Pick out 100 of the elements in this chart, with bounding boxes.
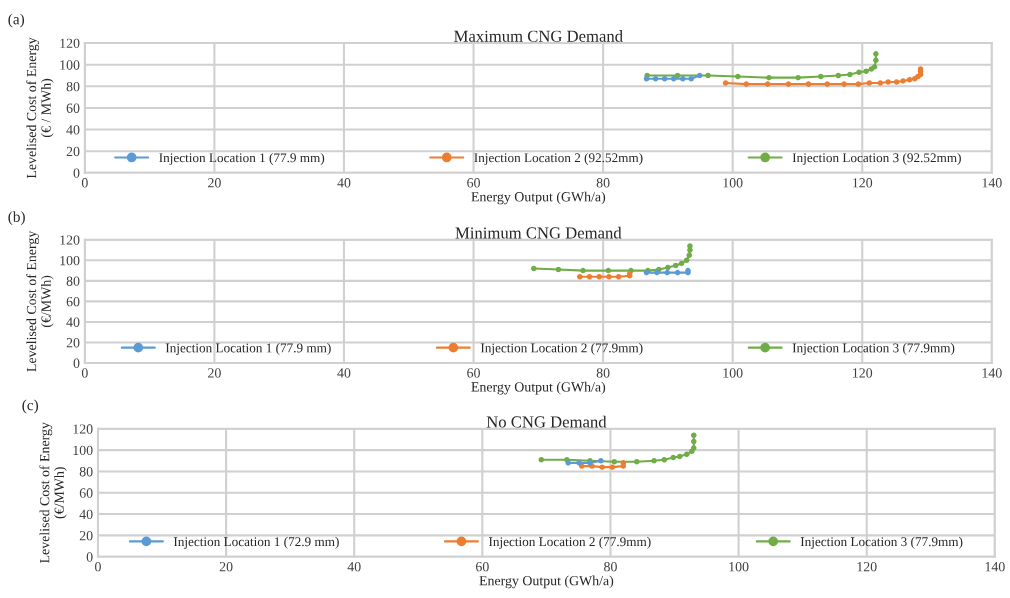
point [683, 257, 690, 264]
legend-label: Injection Location 2 (77.9mm) [480, 343, 643, 356]
point [795, 74, 801, 81]
y-tick-label: 120 [60, 38, 80, 49]
point [847, 71, 853, 78]
text: (c) [22, 399, 39, 414]
x-tick-label: 100 [723, 178, 743, 188]
point [664, 269, 671, 276]
point [855, 81, 862, 87]
x-axis-title: Energy Output (GWh/a) [479, 575, 614, 589]
x-tick-label: 100 [723, 368, 743, 378]
y-axis-title: Levelised Cost of Energy (€/MWh) [26, 230, 54, 372]
point [866, 80, 873, 86]
point [785, 81, 792, 87]
point [690, 432, 697, 438]
x-tick-label: 80 [604, 562, 617, 572]
y-axis-title: Levelised Cost of Energy (€ / MWh) [26, 37, 54, 179]
x-tick-label: 20 [208, 368, 221, 378]
point [611, 459, 618, 465]
y-tick-label: 80 [66, 276, 80, 286]
legend-label: Injection Location 1 (77.9 mm) [159, 152, 325, 165]
point [605, 267, 612, 274]
point [873, 57, 879, 64]
chart-title: Minimum CNG Demand [455, 226, 622, 239]
y-tick-label: 100 [60, 255, 80, 266]
x-tick-label: 20 [208, 178, 221, 188]
y-tick-label: 80 [66, 81, 80, 92]
x-axis-title: Energy Output (GWh/a) [471, 191, 606, 205]
legend-label: Injection Location 1 (77.9 mm) [165, 343, 331, 356]
point [835, 72, 842, 79]
point [580, 267, 586, 274]
point [877, 80, 884, 86]
point [586, 273, 593, 280]
y-tick-label: 0 [86, 552, 93, 562]
point [735, 73, 741, 80]
x-tick-label: 0 [95, 562, 101, 572]
point [687, 243, 693, 249]
point [766, 74, 772, 81]
point [665, 264, 671, 271]
point [670, 454, 677, 461]
y-axis-title: Levelised Cost of Energy (€/MWh) [39, 422, 67, 564]
chart-title: Maximum CNG Demand [454, 30, 623, 42]
y-tick-label: 40 [66, 317, 80, 327]
point [661, 456, 668, 463]
text: (a) [8, 13, 25, 28]
x-tick-label: 60 [467, 368, 480, 378]
x-tick-label: 140 [982, 368, 1002, 378]
x-tick-label: 60 [467, 178, 480, 188]
point [555, 266, 562, 273]
x-tick-label: 100 [729, 562, 749, 572]
point [633, 459, 640, 465]
point [696, 72, 703, 79]
point [606, 273, 612, 280]
y-tick-label: 120 [73, 424, 93, 434]
legend-label: Injection Location 3 (77.9mm) [800, 536, 963, 549]
point [885, 79, 891, 85]
y-tick-label: 120 [60, 235, 80, 245]
x-tick-label: 40 [337, 178, 351, 188]
point [900, 78, 906, 84]
point [893, 79, 900, 85]
point [686, 252, 693, 258]
point [565, 460, 571, 466]
legend-label: Injection Location 3 (77.9mm) [792, 343, 955, 356]
x-tick-label: 80 [596, 368, 610, 378]
point [609, 464, 616, 470]
point [688, 75, 694, 82]
point [818, 73, 824, 80]
point [764, 81, 771, 87]
point [678, 260, 685, 267]
y-tick-label: 60 [66, 296, 80, 307]
x-tick-label: 140 [982, 178, 1002, 188]
x-tick-label: 120 [853, 368, 873, 378]
y-tick-label: 40 [66, 125, 80, 135]
legend-label: Injection Location 1 (72.9 mm) [173, 536, 339, 549]
point [599, 464, 605, 470]
y-tick-label: 40 [79, 509, 93, 520]
x-tick-label: 120 [857, 562, 877, 572]
y-tick-label: 0 [73, 168, 80, 178]
y-tick-label: 80 [79, 467, 93, 477]
point [538, 456, 545, 463]
y-tick-label: 60 [66, 103, 80, 113]
point [661, 75, 668, 82]
y-tick-label: 100 [60, 60, 80, 70]
point [873, 51, 879, 57]
point [674, 72, 681, 79]
point [863, 68, 869, 74]
point [596, 273, 603, 280]
point [670, 75, 677, 82]
y-tick-label: 60 [79, 488, 93, 498]
x-tick-label: 60 [476, 562, 489, 572]
y-tick-label: 20 [66, 338, 80, 348]
x-tick-label: 40 [347, 562, 361, 572]
point [906, 77, 913, 83]
point [805, 81, 812, 87]
point [598, 457, 604, 464]
point [531, 265, 537, 272]
point [615, 273, 622, 280]
point [841, 81, 847, 87]
point [743, 81, 750, 87]
legend-label: Injection Location 3 (92.52mm) [792, 152, 961, 165]
